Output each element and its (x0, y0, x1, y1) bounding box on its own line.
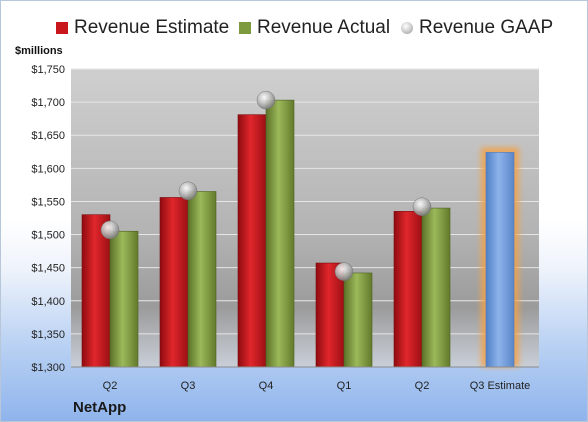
bar-revenue-estimate (237, 114, 267, 368)
legend-item-revenue-actual: Revenue Actual (239, 17, 390, 39)
x-axis-ticks: Q2 Q3 Q4 Q1 Q2 Q3 Estimate (103, 380, 531, 392)
legend-swatch-revenue-estimate (56, 22, 68, 34)
legend-swatch-revenue-actual (239, 22, 251, 34)
legend-label-revenue-gaap: Revenue GAAP (419, 17, 554, 38)
y-tick-label: $1,400 (31, 296, 65, 308)
marker-revenue-gaap (178, 181, 198, 201)
bar-revenue-estimate (485, 152, 515, 368)
legend-item-revenue-gaap: Revenue GAAP (401, 17, 553, 39)
company-name: NetApp (73, 399, 127, 416)
y-tick-label: $1,750 (31, 64, 65, 76)
legend-label-revenue-actual: Revenue Actual (257, 17, 391, 38)
x-tick-label: Q2 (415, 380, 430, 392)
legend-label-revenue-estimate: Revenue Estimate (74, 17, 230, 38)
bar-revenue-actual (265, 99, 295, 368)
x-tick-label: Q1 (337, 380, 352, 392)
bar-revenue-estimate (315, 262, 345, 368)
legend: Revenue Estimate Revenue Actual Revenue … (1, 17, 587, 43)
marker-revenue-gaap (334, 262, 354, 281)
y-tick-label: $1,550 (31, 196, 65, 208)
bar-revenue-estimate (393, 211, 423, 368)
y-tick-label: $1,450 (31, 263, 65, 275)
y-tick-label: $1,600 (31, 163, 65, 175)
x-tick-label: Q3 (181, 380, 196, 392)
y-tick-label: $1,350 (31, 329, 65, 341)
x-tick-label: Q2 (103, 380, 118, 392)
y-tick-label: $1,700 (31, 97, 65, 109)
bar-revenue-actual (421, 207, 451, 368)
y-tick-label: $1,650 (31, 130, 65, 142)
gaap-markers (100, 90, 432, 281)
x-tick-label: Q3 Estimate (470, 380, 531, 392)
marker-revenue-gaap (412, 197, 432, 216)
bars (81, 99, 519, 368)
legend-swatch-revenue-gaap (401, 22, 413, 34)
bar-revenue-actual (343, 272, 373, 368)
y-tick-label: $1,300 (31, 362, 65, 374)
bar-revenue-estimate (159, 197, 189, 368)
bar-revenue-actual (109, 230, 139, 368)
bar-revenue-actual (187, 191, 217, 368)
legend-item-revenue-estimate: Revenue Estimate (56, 17, 229, 39)
plot-area (71, 69, 539, 367)
marker-revenue-gaap (256, 90, 276, 110)
marker-revenue-gaap (100, 220, 120, 240)
y-axis-units-label: $millions (15, 45, 63, 57)
bar-revenue-estimate (81, 214, 111, 368)
x-tick-label: Q4 (259, 380, 274, 392)
y-axis-ticks: $1,300 $1,350 $1,400 $1,450 $1,500 $1,550 $1,6… (31, 64, 65, 374)
y-tick-label: $1,500 (31, 230, 65, 242)
